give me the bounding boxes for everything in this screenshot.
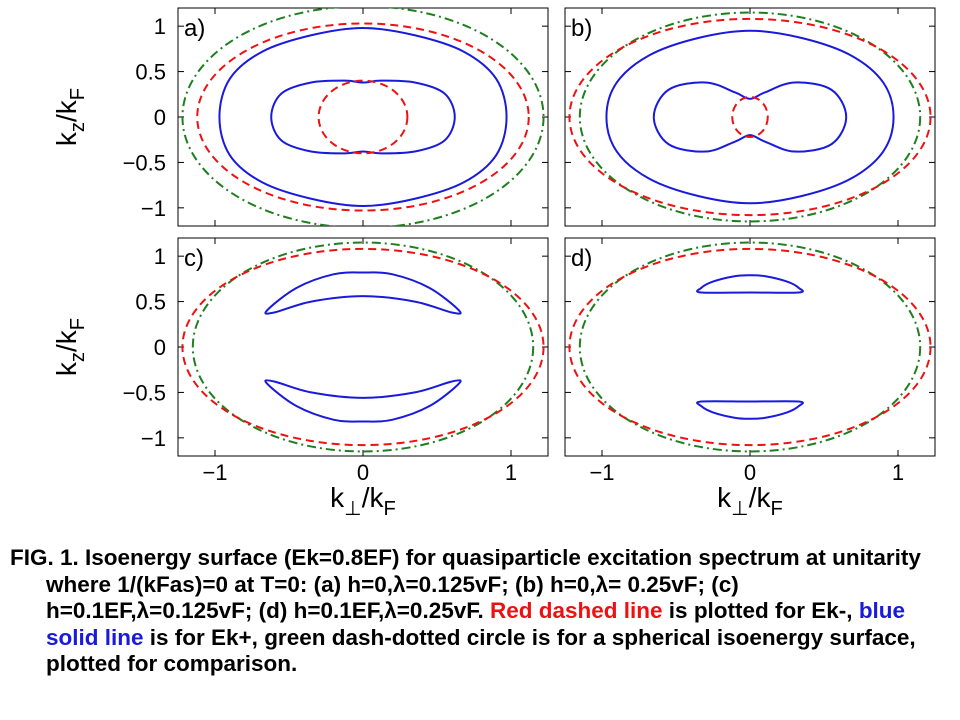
figure: 1 0.5 0 −0.5 −1 a) b) 1 0.5 0 −0.5 −1 −1 0 1 c) −1 0 1 d) kz… bbox=[51, 7, 936, 520]
series-group bbox=[568, 11, 932, 223]
series-group bbox=[181, 241, 545, 453]
x-tick-label: −1 bbox=[589, 460, 614, 485]
series-blue-solid-2 bbox=[605, 29, 895, 205]
panel-a: 1 0.5 0 −0.5 −1 a) bbox=[123, 7, 549, 227]
y-tick-label: 1 bbox=[154, 14, 166, 39]
axes-frame bbox=[177, 237, 549, 457]
figure-caption: FIG. 1. Isoenergy surface (Ek=0.8EF) for… bbox=[10, 545, 950, 678]
y-tick-label: 1 bbox=[154, 244, 166, 269]
x-axis-label: k⊥/kF bbox=[330, 482, 396, 520]
y-tick-label: 0.5 bbox=[135, 290, 166, 315]
series-red-dashed-4 bbox=[731, 96, 769, 138]
y-axis-label: kz/kF bbox=[51, 88, 89, 146]
x-tick-label: 1 bbox=[505, 460, 517, 485]
caption-text-2: is plotted for Ek-, bbox=[662, 598, 859, 623]
series-blue-solid-3 bbox=[264, 379, 462, 423]
x-tick-label: −1 bbox=[202, 460, 227, 485]
series-group bbox=[181, 8, 545, 226]
y-tick-label: 0 bbox=[154, 335, 166, 360]
y-tick-label: −1 bbox=[141, 426, 166, 451]
series-red-dashed-1 bbox=[568, 17, 932, 217]
caption-blue-solid-label: blue solid line bbox=[46, 598, 906, 650]
caption-text-3: is for Ek+, green dash-dotted circle is … bbox=[46, 624, 916, 677]
x-tick-label: 0 bbox=[744, 460, 756, 485]
caption-red-dashed-label: Red dashed line bbox=[490, 598, 663, 623]
series-blue-solid-3 bbox=[696, 400, 804, 420]
series-blue-solid-3 bbox=[270, 79, 456, 155]
series-blue-solid-2 bbox=[696, 274, 804, 294]
series-red-dashed-1 bbox=[568, 247, 932, 447]
panel-label: a) bbox=[184, 15, 205, 42]
caption-text-1: FIG. 1. Isoenergy surface (Ek=0.8EF) for… bbox=[10, 545, 921, 623]
series-blue-solid-3 bbox=[652, 81, 848, 153]
x-axis-label: k⊥/kF bbox=[717, 482, 783, 520]
panel-c: 1 0.5 0 −0.5 −1 −1 0 1 c) bbox=[123, 237, 549, 485]
y-tick-label: −1 bbox=[141, 196, 166, 221]
x-tick-label: 1 bbox=[892, 460, 904, 485]
panel-label: c) bbox=[184, 245, 204, 272]
series-green-dashdot-0 bbox=[191, 241, 535, 453]
axes-frame bbox=[564, 237, 936, 457]
panel-label: b) bbox=[571, 15, 592, 42]
panel-label: d) bbox=[571, 245, 592, 272]
panel-b: b) bbox=[564, 7, 936, 227]
series-blue-solid-2 bbox=[264, 271, 462, 315]
y-tick-label: −0.5 bbox=[123, 150, 166, 175]
series-group bbox=[568, 241, 932, 453]
series-green-dashdot-0 bbox=[578, 241, 922, 453]
y-tick-label: −0.5 bbox=[123, 380, 166, 405]
series-green-dashdot-0 bbox=[181, 8, 545, 226]
series-red-dashed-1 bbox=[181, 247, 545, 447]
y-tick-label: 0.5 bbox=[135, 60, 166, 85]
series-red-dashed-1 bbox=[196, 22, 530, 212]
panel-d: −1 0 1 d) bbox=[564, 237, 936, 485]
y-axis-label: kz/kF bbox=[51, 318, 89, 376]
series-red-dashed-4 bbox=[317, 79, 409, 155]
y-tick-label: 0 bbox=[154, 105, 166, 130]
series-blue-solid-2 bbox=[218, 26, 508, 208]
axes-frame bbox=[564, 7, 936, 227]
x-tick-label: 0 bbox=[357, 460, 369, 485]
series-green-dashdot-0 bbox=[578, 11, 922, 223]
